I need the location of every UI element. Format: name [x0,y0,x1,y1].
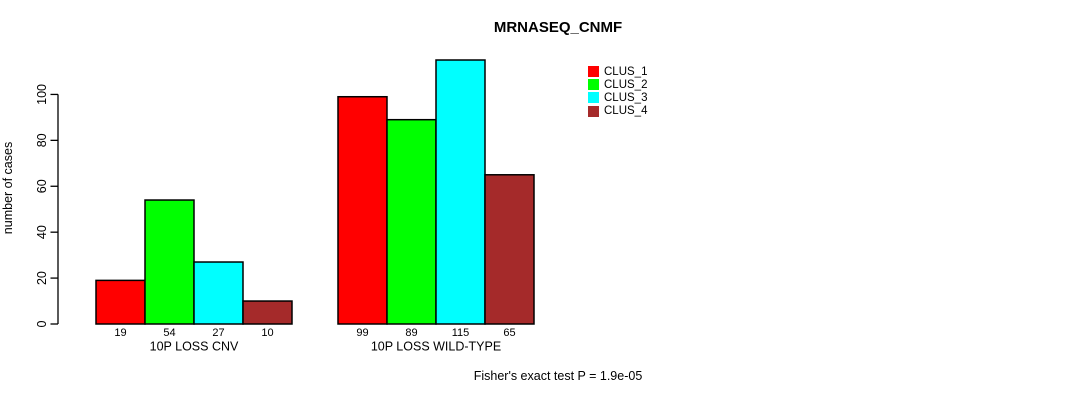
y-tick-label: 60 [35,179,49,193]
x-group-label: 10P LOSS CNV [150,340,239,354]
legend-swatch-icon [588,92,599,104]
bar-clus_1-group-1 [95,279,146,325]
bar-value-label: 99 [356,327,368,339]
legend-label: CLUS_3 [604,91,648,104]
bars [95,59,535,325]
legend-label: CLUS_2 [604,78,648,91]
chart-title: MRNASEQ_CNMF [493,19,623,36]
y-axis: 0 20 40 60 80 100 [35,84,59,327]
x-group-label: 10P LOSS WILD-TYPE [371,340,501,354]
legend-item: CLUS_4 [588,105,647,118]
bar-value-label: 65 [503,327,515,339]
bar-clus_3-group-1 [193,261,244,325]
legend-label: CLUS_4 [604,105,648,118]
bar-clus_2-group-1 [144,199,195,325]
y-axis-label: number of cases [1,142,15,234]
y-tick-label: 80 [35,133,49,147]
legend-item: CLUS_3 [588,91,647,104]
bar-clus_3-group-2 [435,59,486,325]
legend-swatch-icon [588,66,599,78]
bar-value-label: 54 [163,327,175,339]
bar-value-label: 10 [261,327,273,339]
bar-value-label: 89 [405,327,417,339]
y-tick-label: 0 [35,320,49,327]
fisher-test-annotation: Fisher's exact test P = 1.9e-05 [473,369,643,383]
bar-clus_1-group-2 [337,95,388,325]
legend: CLUS_1 CLUS_2 CLUS_3 CLUS_4 [588,65,647,118]
y-tick-label: 100 [35,84,49,105]
legend-swatch-icon [588,105,599,117]
legend-item: CLUS_2 [588,78,647,91]
y-tick-label: 20 [35,271,49,285]
legend-label: CLUS_1 [604,65,648,78]
y-tick-label: 40 [35,225,49,239]
bar-value-label: 19 [114,327,126,339]
bar-value-label: 115 [452,327,470,339]
bar-clus_2-group-2 [386,118,437,325]
legend-item: CLUS_1 [588,65,647,78]
bar-clus_4-group-1 [242,300,293,325]
legend-swatch-icon [588,79,599,91]
bar-value-label: 27 [212,327,224,339]
bar-clus_4-group-2 [484,174,535,325]
